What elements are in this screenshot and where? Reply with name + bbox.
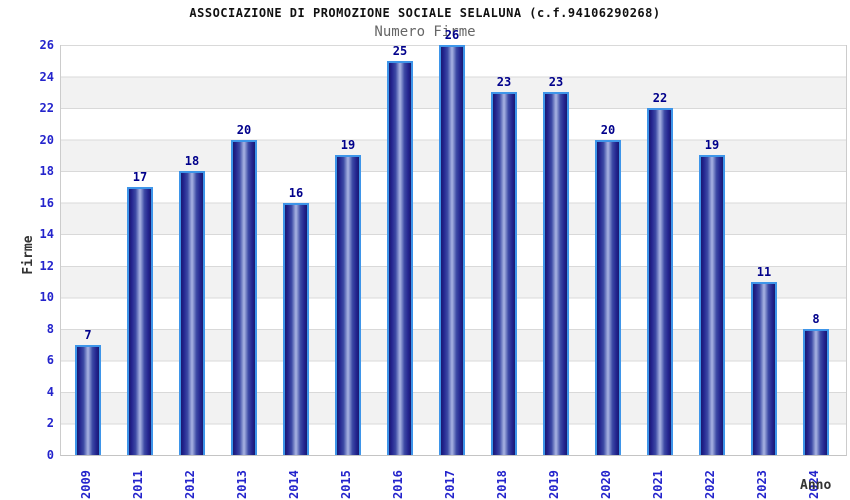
y-tick-label: 4 <box>46 385 54 399</box>
bar-2016 <box>387 61 413 455</box>
bar-2017 <box>439 45 465 455</box>
y-tick-label: 10 <box>39 290 54 304</box>
x-tick-label: 2021 <box>651 470 665 499</box>
bar-2014 <box>283 203 309 455</box>
x-tick-label: 2022 <box>703 470 717 499</box>
x-tick-label: 2017 <box>443 470 457 499</box>
bar-value-label: 8 <box>812 312 820 326</box>
bar-value-label: 25 <box>392 44 408 58</box>
y-tick-label: 20 <box>39 133 54 147</box>
bar-2013 <box>231 140 257 455</box>
x-tick-label: 2011 <box>131 470 145 499</box>
plot-area: 7 17 18 20 16 19 25 26 23 23 20 22 19 11 8 <box>60 28 847 456</box>
x-tick-label: 2014 <box>287 470 301 499</box>
bar-2021 <box>647 108 673 455</box>
bar-2012 <box>179 171 205 455</box>
bar-2019 <box>543 92 569 455</box>
y-tick-label: 16 <box>39 196 54 210</box>
x-tick-label: 2009 <box>79 470 93 499</box>
x-tick-label: 2015 <box>339 470 353 499</box>
y-tick-label: 8 <box>46 322 54 336</box>
bar-2018 <box>491 92 517 455</box>
bar-2024 <box>803 329 829 455</box>
y-tick-label: 24 <box>39 70 54 84</box>
bar-value-label: 22 <box>652 91 668 105</box>
chart-title: ASSOCIAZIONE DI PROMOZIONE SOCIALE SELAL… <box>189 6 661 20</box>
x-tick-label: 2023 <box>755 470 769 499</box>
bar-value-label: 17 <box>132 170 148 184</box>
x-axis-title: Anno <box>800 478 832 493</box>
bar-2020 <box>595 140 621 455</box>
y-tick-label: 26 <box>39 38 54 52</box>
bar-value-label: 19 <box>340 138 356 152</box>
y-tick-label: 12 <box>39 259 54 273</box>
x-tick-label: 2018 <box>495 470 509 499</box>
chart-subtitle: Numero Firme <box>374 24 476 40</box>
y-tick-label: 18 <box>39 164 54 178</box>
x-tick-label: 2016 <box>391 470 405 499</box>
bar-2022 <box>699 155 725 455</box>
bar-value-label: 7 <box>84 328 92 342</box>
x-tick-label: 2012 <box>183 470 197 499</box>
bar-value-label: 19 <box>704 138 720 152</box>
y-tick-label: 0 <box>46 448 54 462</box>
x-tick-label: 2019 <box>547 470 561 499</box>
bar-2023 <box>751 282 777 455</box>
y-tick-label: 14 <box>39 227 54 241</box>
bar-2015 <box>335 155 361 455</box>
y-tick-label: 2 <box>46 416 54 430</box>
bar-value-label: 20 <box>236 123 252 137</box>
bar-value-label: 26 <box>444 28 460 42</box>
y-tick-label: 6 <box>46 353 54 367</box>
bar-value-label: 23 <box>496 75 512 89</box>
x-tick-label: 2020 <box>599 470 613 499</box>
x-tick-label: 2013 <box>235 470 249 499</box>
bar-value-label: 11 <box>756 265 772 279</box>
bar-value-label: 18 <box>184 154 200 168</box>
bar-value-label: 20 <box>600 123 616 137</box>
bar-value-label: 16 <box>288 186 304 200</box>
bar-2009 <box>75 345 101 455</box>
bar-value-label: 23 <box>548 75 564 89</box>
y-tick-label: 22 <box>39 101 54 115</box>
bar-2011 <box>127 187 153 455</box>
